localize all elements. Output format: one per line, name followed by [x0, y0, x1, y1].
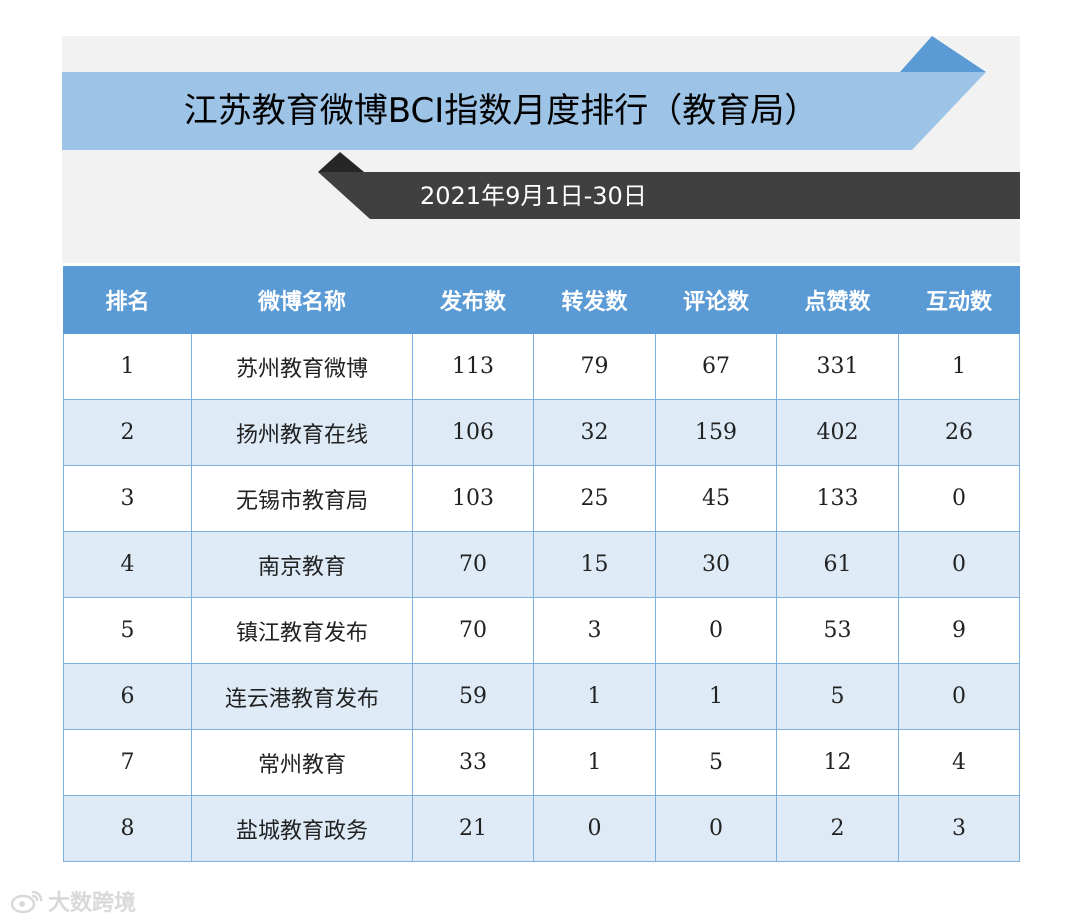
column-header-posts: 发布数 [412, 266, 534, 334]
cell-rank: 8 [63, 795, 192, 862]
column-header-rank: 排名 [63, 266, 192, 334]
cell-posts: 59 [412, 663, 534, 730]
header-banner-graphic [62, 36, 1020, 219]
cell-comments: 67 [655, 333, 777, 400]
ranking-table: 排名 微博名称 发布数 转发数 评论数 点赞数 互动数 1 苏州教育微博 113… [63, 266, 1020, 862]
page-title: 江苏教育微博BCI指数月度排行（教育局） [183, 91, 819, 131]
table-row: 4 南京教育 70 15 30 61 0 [63, 531, 1020, 598]
banner-fold [900, 36, 986, 72]
cell-reposts: 1 [533, 729, 656, 796]
cell-posts: 21 [412, 795, 534, 862]
cell-weibo-name: 镇江教育发布 [191, 597, 413, 664]
cell-reposts: 25 [533, 465, 656, 532]
cell-rank: 2 [63, 399, 192, 466]
cell-likes: 402 [776, 399, 899, 466]
cell-interactions: 3 [898, 795, 1020, 862]
watermark-label: 大数跨境 [48, 891, 137, 916]
cell-posts: 70 [412, 597, 534, 664]
cell-rank: 5 [63, 597, 192, 664]
column-header-weibo-name: 微博名称 [191, 266, 413, 334]
cell-interactions: 0 [898, 663, 1020, 730]
weibo-logo-icon [10, 890, 43, 914]
column-header-comments: 评论数 [655, 266, 777, 334]
cell-interactions: 0 [898, 531, 1020, 598]
cell-rank: 1 [63, 333, 192, 400]
cell-likes: 2 [776, 795, 899, 862]
date-bar-fold [318, 152, 364, 172]
cell-reposts: 32 [533, 399, 656, 466]
cell-weibo-name: 扬州教育在线 [191, 399, 413, 466]
cell-rank: 7 [63, 729, 192, 796]
cell-weibo-name: 南京教育 [191, 531, 413, 598]
cell-rank: 6 [63, 663, 192, 730]
cell-interactions: 26 [898, 399, 1020, 466]
cell-comments: 30 [655, 531, 777, 598]
cell-likes: 12 [776, 729, 899, 796]
cell-posts: 70 [412, 531, 534, 598]
table-row: 5 镇江教育发布 70 3 0 53 9 [63, 597, 1020, 664]
cell-comments: 159 [655, 399, 777, 466]
table-row: 7 常州教育 33 1 5 12 4 [63, 729, 1020, 796]
cell-likes: 61 [776, 531, 899, 598]
table-header-row: 排名 微博名称 发布数 转发数 评论数 点赞数 互动数 [63, 266, 1020, 334]
cell-posts: 103 [412, 465, 534, 532]
table-row: 2 扬州教育在线 106 32 159 402 26 [63, 399, 1020, 466]
table-row: 3 无锡市教育局 103 25 45 133 0 [63, 465, 1020, 532]
cell-reposts: 0 [533, 795, 656, 862]
cell-posts: 106 [412, 399, 534, 466]
table-row: 6 连云港教育发布 59 1 1 5 0 [63, 663, 1020, 730]
cell-interactions: 1 [898, 333, 1020, 400]
cell-interactions: 9 [898, 597, 1020, 664]
table-row: 8 盐城教育政务 21 0 0 2 3 [63, 795, 1020, 862]
cell-comments: 45 [655, 465, 777, 532]
cell-comments: 5 [655, 729, 777, 796]
cell-rank: 3 [63, 465, 192, 532]
cell-rank: 4 [63, 531, 192, 598]
cell-posts: 113 [412, 333, 534, 400]
table-row: 1 苏州教育微博 113 79 67 331 1 [63, 333, 1020, 400]
cell-reposts: 79 [533, 333, 656, 400]
cell-weibo-name: 连云港教育发布 [191, 663, 413, 730]
cell-weibo-name: 盐城教育政务 [191, 795, 413, 862]
cell-likes: 133 [776, 465, 899, 532]
cell-reposts: 3 [533, 597, 656, 664]
date-range: 2021年9月1日-30日 [420, 182, 647, 210]
cell-comments: 1 [655, 663, 777, 730]
watermark: 大数跨境 [10, 884, 136, 918]
column-header-reposts: 转发数 [533, 266, 656, 334]
column-header-interactions: 互动数 [898, 266, 1020, 334]
column-header-likes: 点赞数 [776, 266, 899, 334]
cell-reposts: 1 [533, 663, 656, 730]
cell-likes: 331 [776, 333, 899, 400]
date-bar [318, 172, 1020, 219]
cell-comments: 0 [655, 795, 777, 862]
cell-weibo-name: 无锡市教育局 [191, 465, 413, 532]
cell-likes: 53 [776, 597, 899, 664]
cell-comments: 0 [655, 597, 777, 664]
cell-likes: 5 [776, 663, 899, 730]
title-banner [62, 72, 986, 150]
cell-weibo-name: 苏州教育微博 [191, 333, 413, 400]
cell-posts: 33 [412, 729, 534, 796]
cell-weibo-name: 常州教育 [191, 729, 413, 796]
cell-reposts: 15 [533, 531, 656, 598]
cell-interactions: 4 [898, 729, 1020, 796]
cell-interactions: 0 [898, 465, 1020, 532]
